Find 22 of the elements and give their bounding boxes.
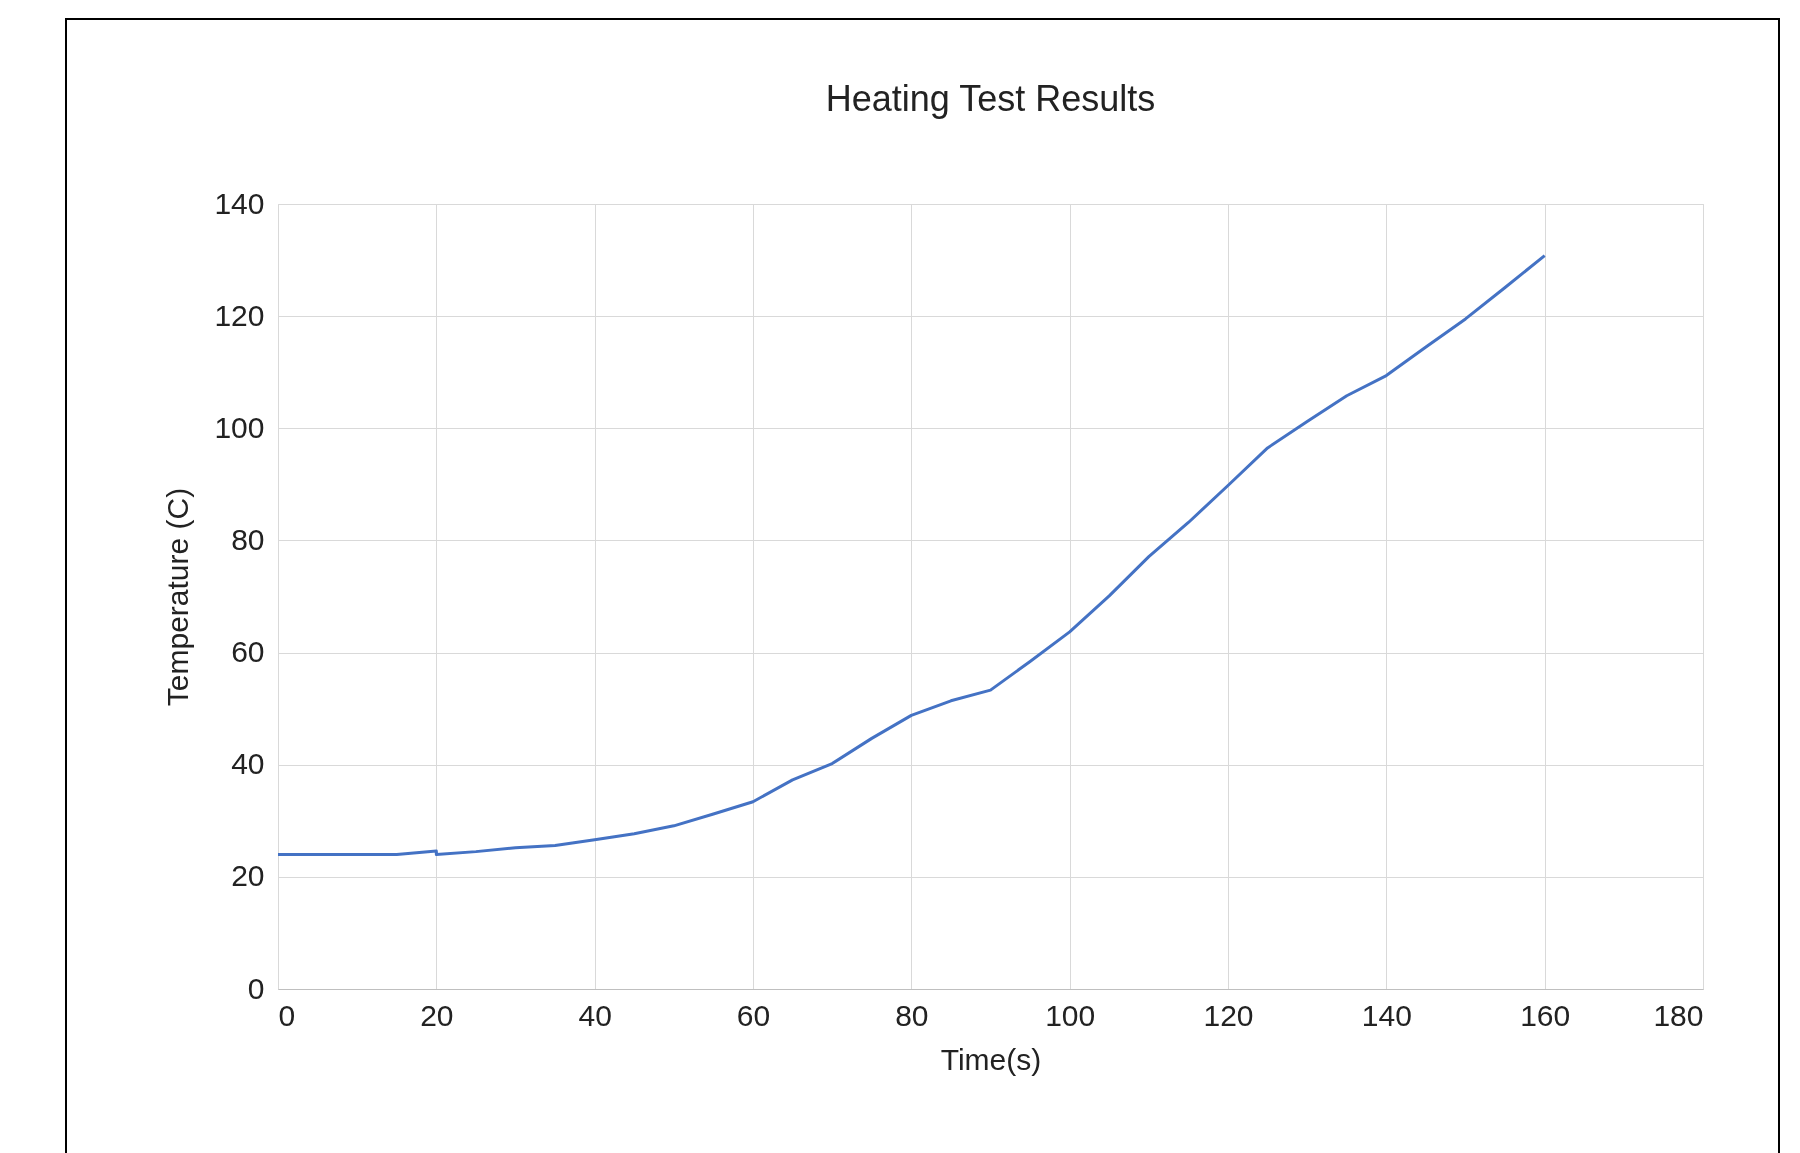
y-tick-label: 40 xyxy=(231,747,265,781)
x-tick-label: 0 xyxy=(278,998,296,1032)
x-tick-label: 180 xyxy=(1653,998,1704,1032)
y-tick-label: 0 xyxy=(247,971,265,1005)
y-tick-label: 100 xyxy=(214,410,265,444)
x-tick-label: 140 xyxy=(1361,998,1412,1032)
x-tick-label: 40 xyxy=(578,998,612,1032)
x-tick-label: 60 xyxy=(736,998,771,1032)
x-tick-label: 20 xyxy=(420,998,454,1032)
y-tick-label: 80 xyxy=(231,522,265,556)
x-tick-label: 160 xyxy=(1520,998,1571,1032)
x-tick-label: 120 xyxy=(1203,998,1254,1032)
y-axis-title: Temperature (C) xyxy=(161,487,195,707)
y-tick-label: 140 xyxy=(214,186,265,220)
line-series xyxy=(278,254,1547,856)
x-tick-label: 100 xyxy=(1045,998,1096,1032)
y-tick-label: 20 xyxy=(231,859,265,893)
x-axis-title: Time(s) xyxy=(940,1042,1042,1076)
x-tick-label: 80 xyxy=(895,998,929,1032)
y-tick-label: 60 xyxy=(231,635,265,669)
chart-title: Heating Test Results xyxy=(825,78,1156,119)
y-tick-label: 120 xyxy=(214,298,265,332)
